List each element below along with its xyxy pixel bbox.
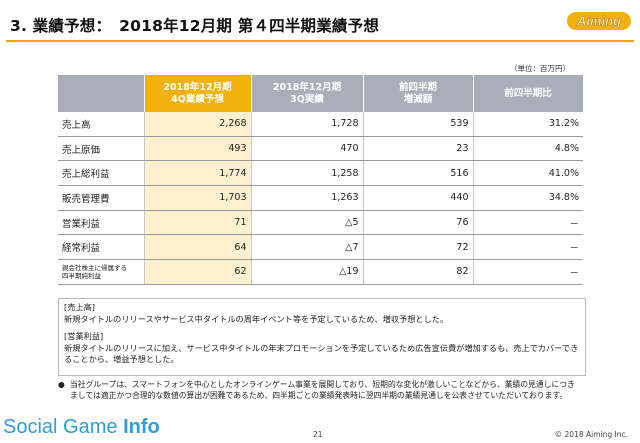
ratio-value: 34.8% xyxy=(473,185,583,211)
ratio-value: － xyxy=(473,234,583,261)
actual-value: △7 xyxy=(251,234,364,261)
row-label: 経常利益 xyxy=(58,234,145,261)
actual-value: △5 xyxy=(251,210,364,236)
sales-comment: 新規タイトルのリリースやサービス中タイトルの周年イベント等を予定しているため、増… xyxy=(64,313,449,324)
table-header-row: 2018年12月期 4Q業績予想 2018年12月期 3Q実績 前四半期 増減額 前四… xyxy=(58,75,584,112)
aiming-logo: Aiming xyxy=(567,12,631,30)
row-label: 販売管理費 xyxy=(58,185,145,211)
table-row: 親会社株主に帰属する 四半期純利益 62 △19 82 － xyxy=(58,259,583,285)
forecast-value: 71 xyxy=(144,210,252,236)
operating-profit-comment: 新規タイトルのリリースに加え、サービス中タイトルの年末プロモーションを予定してい… xyxy=(64,342,579,365)
table-row: 販売管理費 1,703 1,263 440 34.8% xyxy=(58,185,583,211)
forecast-value: 1,774 xyxy=(144,160,252,187)
commentary-box: [売上高] 新規タイトルのリリースやサービス中タイトルの周年イベント等を予定して… xyxy=(58,298,586,376)
logo-text: Aiming xyxy=(576,14,621,29)
table-row: 売上高 2,268 1,728 539 31.2% xyxy=(58,112,583,137)
sales-heading: [売上高] xyxy=(64,302,95,312)
ratio-value: 31.2% xyxy=(473,112,583,137)
page-number: 21 xyxy=(313,430,323,439)
change-value: 539 xyxy=(363,112,474,137)
change-value: 516 xyxy=(363,160,474,187)
change-value: 23 xyxy=(363,136,474,162)
ratio-value: 41.0% xyxy=(473,160,583,187)
operating-profit-heading: [営業利益] xyxy=(64,331,104,341)
change-value: 82 xyxy=(363,259,474,285)
watermark-brand: Social Game Info xyxy=(3,416,160,438)
ratio-value: － xyxy=(473,259,583,285)
table-row: 売上原価 493 470 23 4.8% xyxy=(58,136,583,162)
table-row: 経常利益 64 △7 72 － xyxy=(58,234,583,261)
row-label: 売上高 xyxy=(58,112,145,137)
unit-note: （単位：百万円） xyxy=(510,64,570,73)
ratio-value: 4.8% xyxy=(473,136,583,162)
bullet-icon: ● xyxy=(58,380,65,389)
actual-value: △19 xyxy=(251,259,364,285)
forecast-value: 493 xyxy=(144,136,252,162)
header-cell-change: 前四半期 増減額 xyxy=(363,75,474,112)
forecast-value: 2,268 xyxy=(144,112,252,137)
row-label: 売上総利益 xyxy=(58,160,145,187)
row-label: 売上原価 xyxy=(58,136,145,162)
table-row: 売上総利益 1,774 1,258 516 41.0% xyxy=(58,160,583,187)
header-cell-actual: 2018年12月期 3Q実績 xyxy=(251,75,364,112)
change-value: 72 xyxy=(363,234,474,261)
footnote-text: 当社グループは、スマートフォンを中心としたオンラインゲーム事業を展開しており、短… xyxy=(70,380,575,400)
forecast-table: 2018年12月期 4Q業績予想 2018年12月期 3Q実績 前四半期 増減額 前四… xyxy=(58,75,584,285)
change-value: 440 xyxy=(363,185,474,211)
actual-value: 470 xyxy=(251,136,364,162)
header-cell-ratio: 前四半期比 xyxy=(473,75,584,112)
slide-header: 3. 業績予想： 2018年12月期 第４四半期業績予想 Aiming xyxy=(0,0,640,42)
actual-value: 1,728 xyxy=(251,112,364,137)
actual-value: 1,258 xyxy=(251,160,364,187)
header-cell-blank xyxy=(58,75,145,112)
slide-title: 3. 業績予想： 2018年12月期 第４四半期業績予想 xyxy=(10,17,380,35)
forecast-value: 64 xyxy=(144,234,252,261)
header-cell-forecast: 2018年12月期 4Q業績予想 xyxy=(144,75,252,112)
footnote: ● 当社グループは、スマートフォンを中心としたオンラインゲーム事業を展開しており… xyxy=(58,380,578,401)
ratio-value: － xyxy=(473,210,583,236)
row-label: 親会社株主に帰属する 四半期純利益 xyxy=(58,259,145,285)
copyright: © 2018 Aiming Inc. xyxy=(554,430,628,439)
forecast-value: 62 xyxy=(144,259,252,285)
table-row: 営業利益 71 △5 76 － xyxy=(58,210,583,236)
row-label: 営業利益 xyxy=(58,210,145,236)
change-value: 76 xyxy=(363,210,474,236)
forecast-value: 1,703 xyxy=(144,185,252,211)
header-rule xyxy=(6,40,634,42)
actual-value: 1,263 xyxy=(251,185,364,211)
